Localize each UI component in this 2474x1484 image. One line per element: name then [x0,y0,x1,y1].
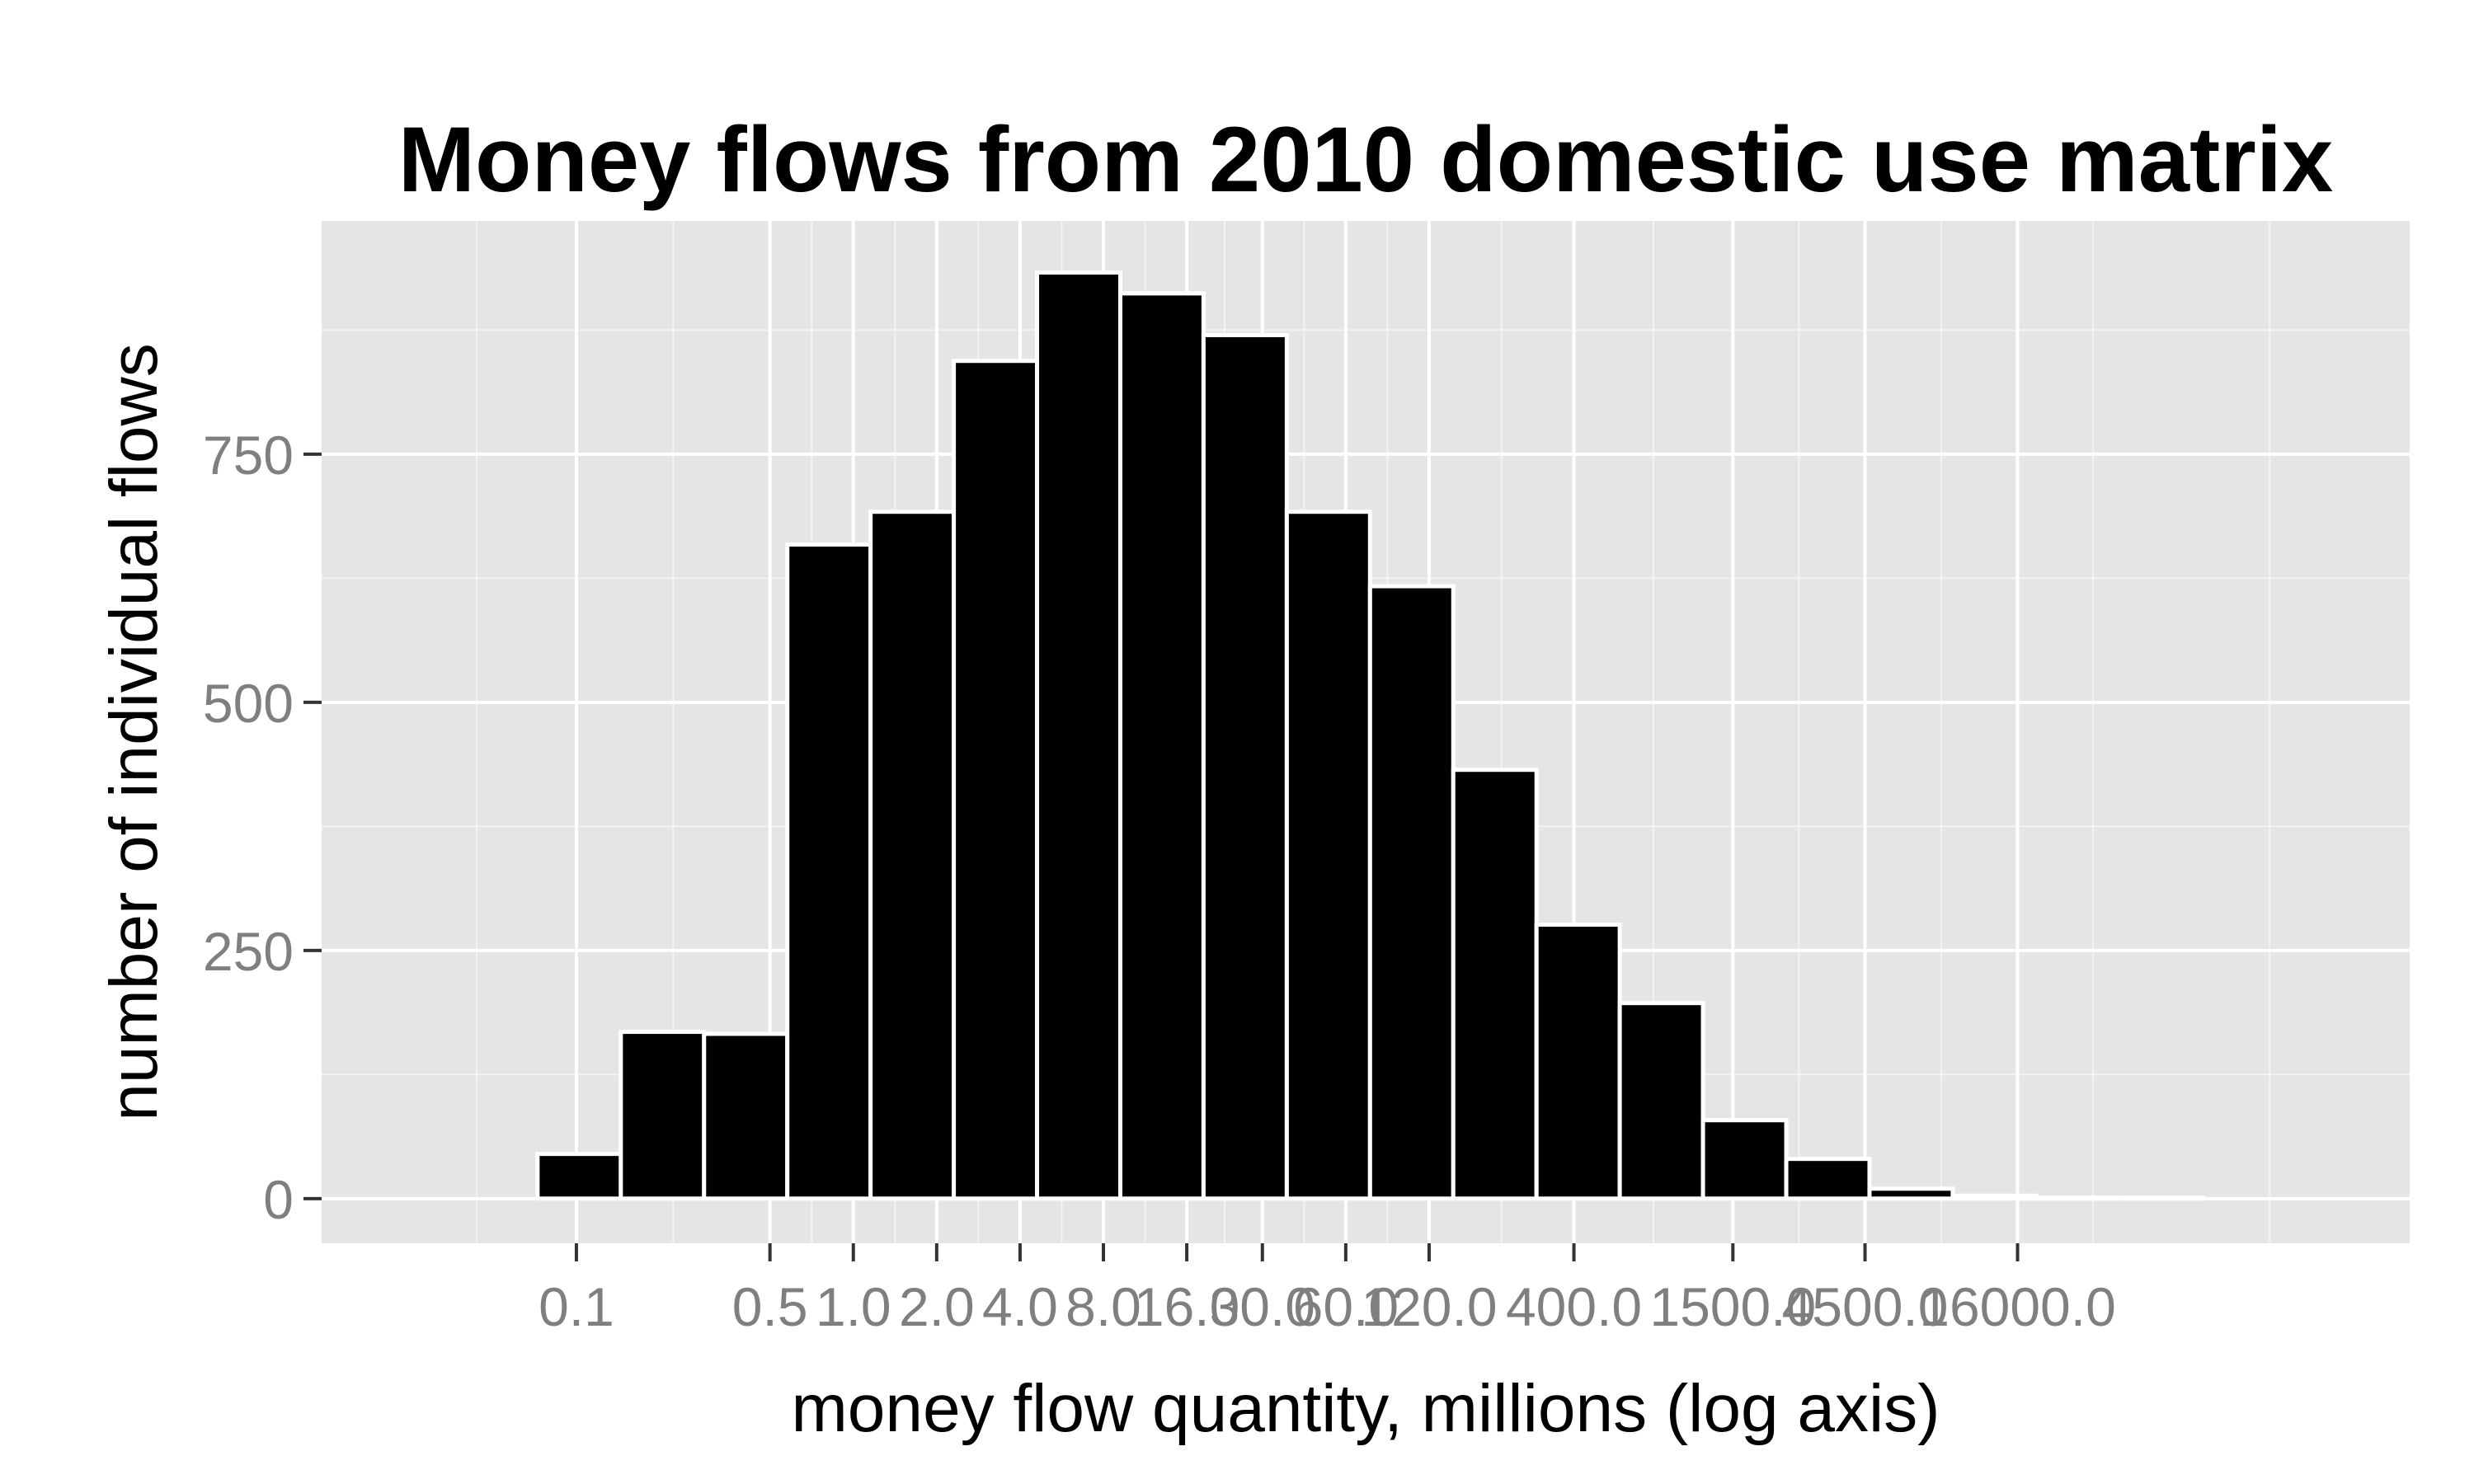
x-tick-label: 8.0 [1065,1276,1141,1337]
axis-ticks [303,452,2020,1261]
x-tick-label: 1500.0 [1649,1276,1816,1337]
histogram-bar [2034,1195,2122,1201]
x-tick-label: 120.0 [1361,1276,1497,1337]
histogram-bar [2117,1195,2205,1201]
histogram-bar [535,1152,623,1201]
histogram-bar [952,359,1040,1201]
histogram-bar [1700,1118,1789,1201]
y-tick-label: 500 [203,673,294,734]
x-tick-label: 16.0 [1134,1276,1239,1337]
y-axis-label: number of individual flows [96,343,172,1120]
histogram-bars [535,270,2205,1201]
x-tick-label: 60.0 [1293,1276,1399,1337]
y-tick-label: 0 [263,1169,294,1230]
chart-title: Money flows from 2010 domestic use matri… [398,108,2334,211]
y-tick-label: 250 [203,921,294,982]
histogram-bar [1784,1157,1872,1201]
histogram-bar [1950,1193,2039,1201]
histogram-bar [1534,923,1622,1201]
histogram-bar [1617,1001,1705,1201]
histogram-bar [702,1031,790,1201]
histogram-bar [868,510,957,1201]
histogram-bar [1035,270,1122,1201]
histogram-bar [618,1030,707,1201]
x-tick-label: 0.1 [539,1276,614,1337]
histogram-bar [1451,768,1539,1201]
x-axis-label: money flow quantity, millions (log axis) [792,1371,1940,1446]
histogram-bar [1201,332,1289,1201]
y-tick-label: 750 [203,425,294,486]
x-tick-label: 0.5 [732,1276,808,1337]
x-tick-label: 4500.0 [1782,1276,1949,1337]
histogram-bar [1117,291,1206,1201]
x-tick-label: 400.0 [1506,1276,1642,1337]
histogram-bar [1867,1186,1955,1201]
x-tick-label: 1.0 [816,1276,891,1337]
x-tick-label: 30.0 [1210,1276,1315,1337]
x-tick-label: 4.0 [982,1276,1058,1337]
histogram-bar [1284,510,1372,1201]
x-tick-label: 2.0 [899,1276,975,1337]
histogram-bar [1367,584,1456,1201]
x-tick-label: 16000.0 [1919,1276,2116,1337]
histogram-bar [785,542,873,1201]
